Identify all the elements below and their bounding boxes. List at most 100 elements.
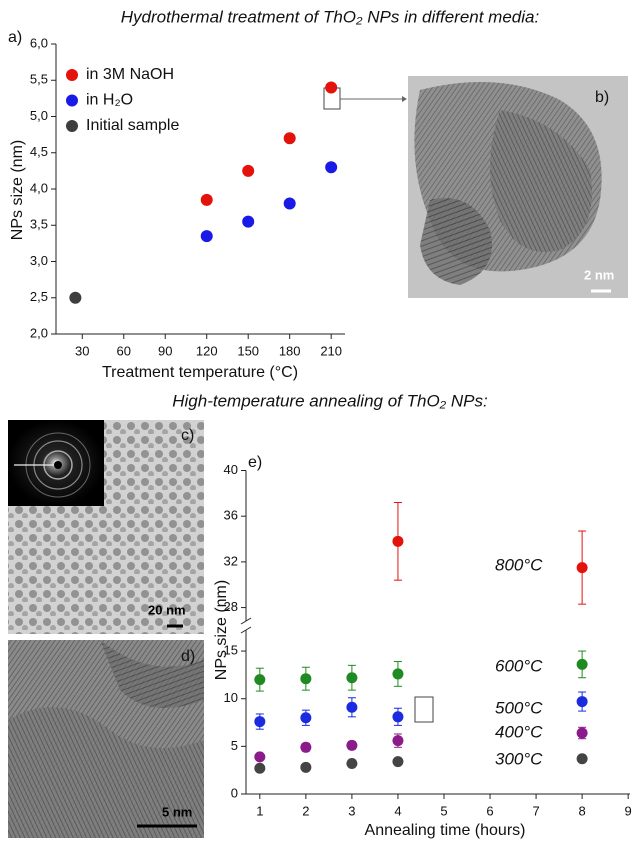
tem-image-d: [8, 640, 204, 838]
chart: Hydrothermal treatment of ThO₂ NPs in di…: [8, 7, 539, 381]
point: [346, 758, 358, 770]
series-label: 800°C: [495, 555, 543, 574]
image-label: b): [595, 89, 609, 106]
y-tick-label: 3,5: [30, 217, 48, 232]
series-label: 300°C: [495, 749, 543, 768]
y-tick-label: 3,0: [30, 253, 48, 268]
point: [254, 762, 266, 774]
point: [242, 164, 255, 177]
y-tick-label: 40: [224, 462, 238, 477]
point: [254, 751, 266, 763]
point: [200, 230, 213, 243]
x-tick-label: 60: [117, 343, 131, 358]
x-axis-title: Annealing time (hours): [365, 822, 526, 839]
x-tick-label: 90: [158, 343, 172, 358]
x-tick-label: 1: [256, 803, 263, 818]
tem-image-b: [408, 76, 628, 298]
y-tick-label: 5,5: [30, 72, 48, 87]
point: [325, 161, 338, 174]
legend-marker: [66, 94, 78, 107]
x-axis-title: Treatment temperature (°C): [102, 364, 298, 381]
point: [300, 761, 312, 773]
point: [392, 711, 404, 723]
y-tick-label: 36: [224, 508, 238, 523]
panel-label: a): [8, 29, 22, 46]
point: [392, 756, 404, 768]
legend-label: in H₂O: [86, 92, 133, 109]
point: [346, 672, 358, 684]
axis-break: [240, 617, 252, 625]
chart: High-temperature annealing of ThO₂ NPs: e…: [172, 391, 632, 839]
scale-bar-label: 5 nm: [162, 804, 192, 819]
x-tick-label: 150: [237, 343, 259, 358]
point: [346, 701, 358, 713]
x-tick-label: 5: [440, 803, 447, 818]
x-tick-label: 120: [196, 343, 218, 358]
image-label: c): [181, 427, 194, 444]
point: [576, 696, 588, 708]
y-tick-label: 5,0: [30, 108, 48, 123]
axis-break: [240, 626, 252, 634]
point: [283, 197, 296, 210]
y-tick-label: 5: [231, 738, 238, 753]
y-tick-label: 2,5: [30, 289, 48, 304]
legend-marker: [66, 69, 78, 81]
point: [576, 753, 588, 765]
x-tick-label: 9: [625, 803, 632, 818]
x-tick-label: 2: [302, 803, 309, 818]
scale-bar-label: 20 nm: [148, 602, 186, 617]
x-tick-label: 30: [75, 343, 89, 358]
y-tick-label: 28: [224, 599, 238, 614]
chart-title: High-temperature annealing of ThO₂ NPs:: [172, 391, 488, 410]
x-tick-label: 3: [348, 803, 355, 818]
x-tick-label: 210: [320, 343, 342, 358]
y-tick-label: 10: [224, 690, 238, 705]
point: [254, 716, 266, 728]
point: [300, 741, 312, 753]
point: [576, 658, 588, 670]
y-tick-label: 15: [224, 642, 238, 657]
point: [69, 291, 82, 304]
chart-title: Hydrothermal treatment of ThO₂ NPs in di…: [121, 7, 540, 26]
point: [283, 132, 296, 145]
series-label: 600°C: [495, 656, 543, 675]
x-tick-label: 7: [532, 803, 539, 818]
point: [576, 727, 588, 739]
point: [300, 712, 312, 724]
point: [392, 735, 404, 747]
highlight-box: [414, 696, 434, 723]
y-axis-title: NPs size (nm): [9, 140, 26, 240]
series-label: 400°C: [495, 722, 543, 741]
y-tick-label: 6,0: [30, 35, 48, 50]
x-tick-label: 180: [279, 343, 301, 358]
legend-marker: [66, 120, 78, 132]
point: [242, 215, 255, 228]
point: [392, 535, 404, 547]
y-tick-label: 2,0: [30, 325, 48, 340]
series-label: 500°C: [495, 698, 543, 717]
legend-label: Initial sample: [86, 117, 179, 134]
tem-image-c: [8, 420, 204, 634]
y-tick-label: 32: [224, 553, 238, 568]
point: [325, 81, 338, 94]
arrow-head: [402, 96, 407, 102]
point: [576, 562, 588, 574]
y-tick-label: 0: [231, 785, 238, 800]
point: [346, 739, 358, 751]
y-axis-title: NPs size (nm): [213, 580, 230, 680]
y-tick-label: 4,0: [30, 180, 48, 195]
y-tick-label: 4,5: [30, 144, 48, 159]
point: [200, 193, 213, 206]
point: [300, 673, 312, 685]
image-label: d): [181, 648, 195, 665]
x-tick-label: 4: [394, 803, 401, 818]
scale-bar-label: 2 nm: [584, 267, 614, 282]
x-tick-label: 6: [486, 803, 493, 818]
legend-label: in 3M NaOH: [86, 66, 174, 83]
point: [392, 668, 404, 680]
point: [254, 674, 266, 686]
panel-label: e): [248, 454, 262, 471]
x-tick-label: 8: [578, 803, 585, 818]
